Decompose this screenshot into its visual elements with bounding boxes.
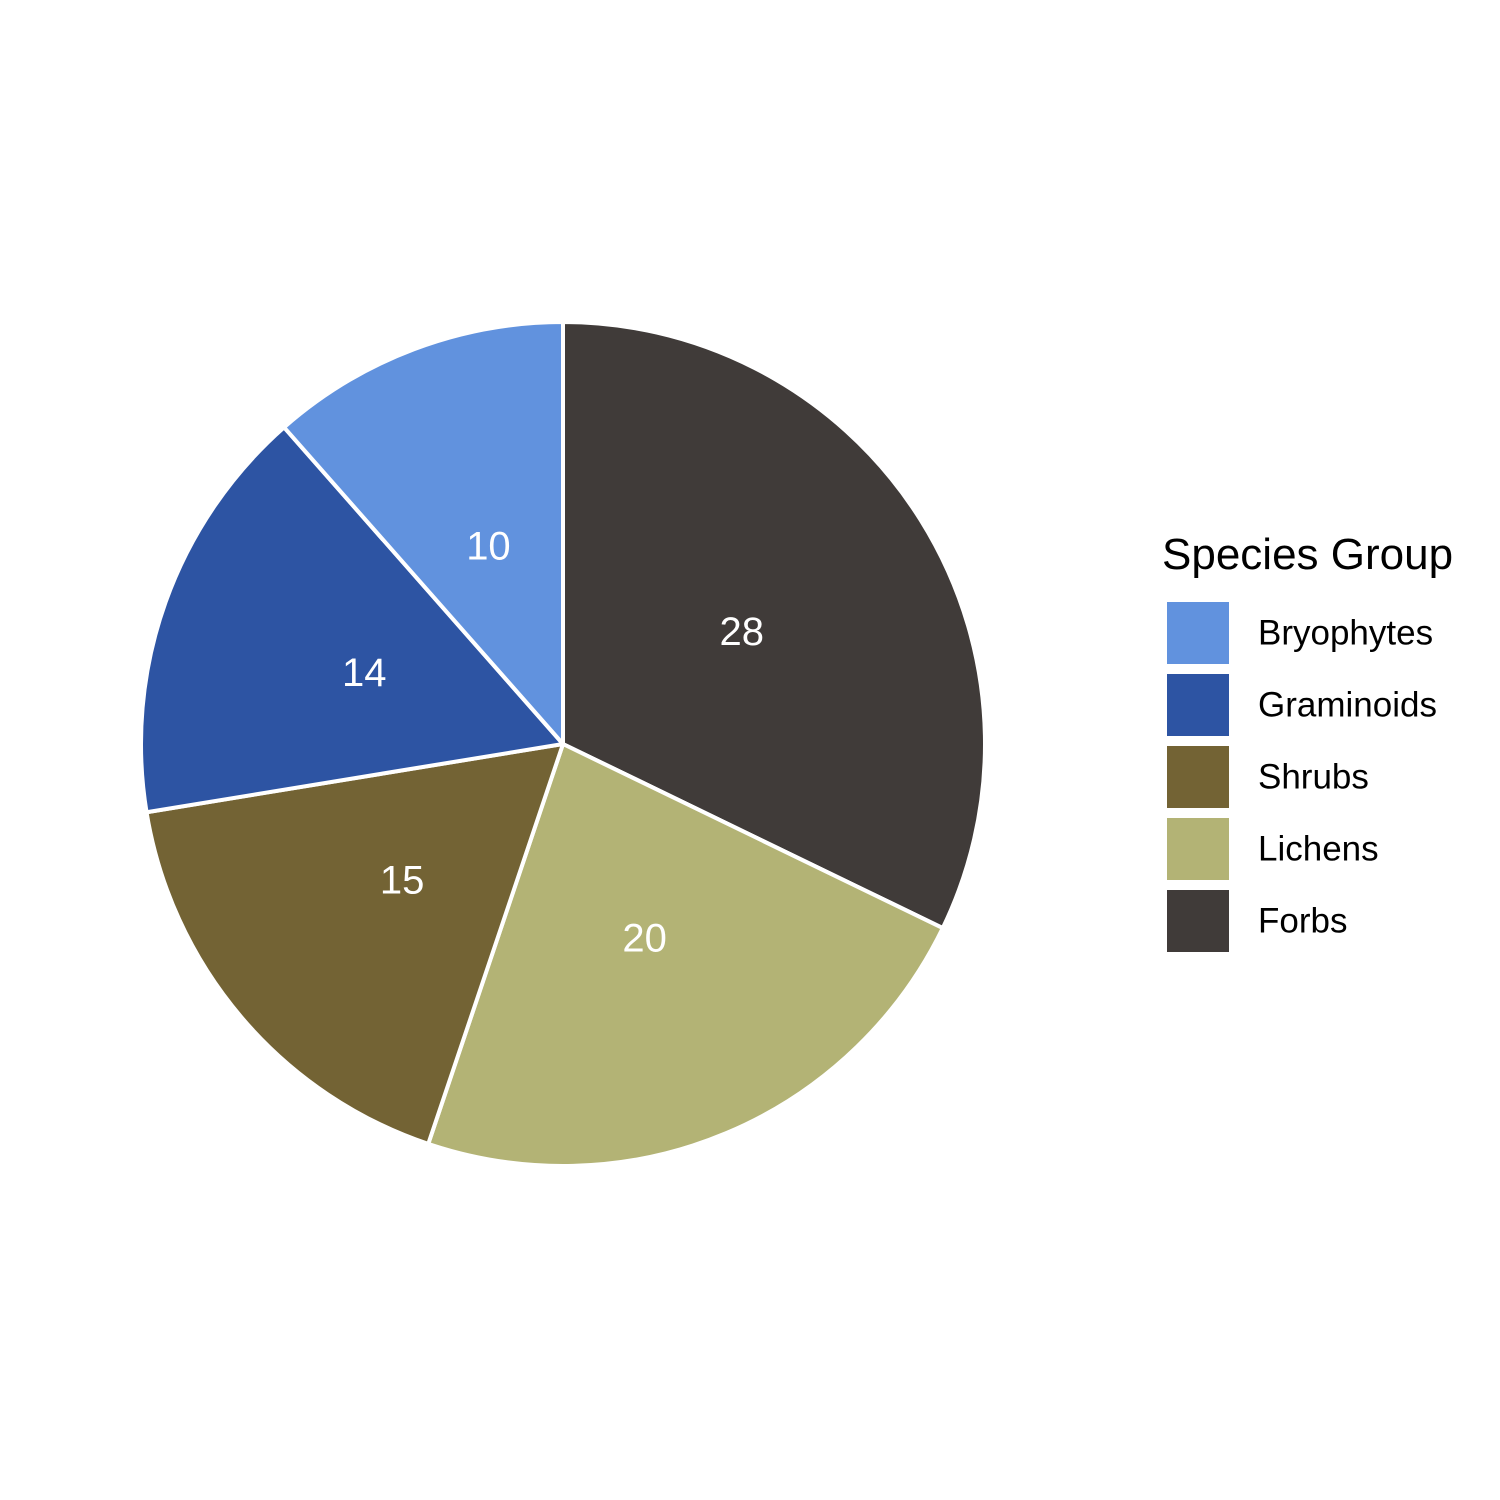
slice-value-label-shrubs: 15 [380,859,425,903]
slice-value-label-graminoids: 14 [342,651,387,695]
legend-label-forbs: Forbs [1258,902,1347,941]
pie-slice-shrubs [144,742,565,1146]
legend-label-lichens: Lichens [1258,830,1379,869]
legend-item-lichens: Lichens [1167,818,1379,880]
legend-label-graminoids: Graminoids [1258,686,1437,725]
pie-slices [139,320,987,1168]
legend-item-shrubs: Shrubs [1167,746,1369,808]
legend-item-bryophytes: Bryophytes [1167,602,1433,664]
legend-swatch-lichens [1167,818,1229,880]
pie-slice-forbs [561,320,987,931]
legend-swatch-graminoids [1167,674,1229,736]
legend-swatch-bryophytes [1167,602,1229,664]
pie-slice-graminoids [139,425,565,815]
pie-slice-lichens [426,742,945,1168]
legend-swatch-forbs [1167,890,1229,952]
slice-value-label-bryophytes: 10 [466,525,511,569]
legend: Species Group Bryophytes Graminoids Shrubs… [1162,530,1453,952]
slice-value-label-lichens: 20 [622,917,667,961]
legend-label-bryophytes: Bryophytes [1258,614,1433,653]
legend-items: Bryophytes Graminoids Shrubs Lichens Forbs [1167,602,1437,952]
legend-item-forbs: Forbs [1167,890,1347,952]
slice-value-label-forbs: 28 [720,610,765,654]
legend-title: Species Group [1162,530,1453,579]
legend-swatch-shrubs [1167,746,1229,808]
pie-slice-bryophytes [282,320,565,746]
legend-label-shrubs: Shrubs [1258,758,1369,797]
legend-item-graminoids: Graminoids [1167,674,1437,736]
pie-slice-labels: 28 20 15 14 10 [342,525,764,961]
